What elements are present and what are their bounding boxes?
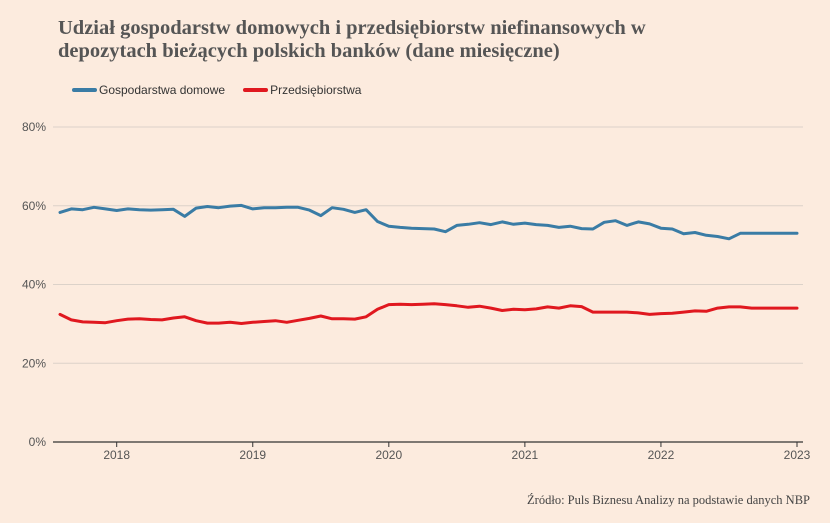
x-tick-label: 2023 <box>784 448 811 462</box>
y-tick-label: 60% <box>22 199 46 213</box>
y-tick-label: 40% <box>22 278 46 292</box>
chart-title-line-1: Udział gospodarstw domowych i przedsiębi… <box>58 17 646 39</box>
legend-label-enterprises: Przedsiębiorstwa <box>270 83 362 97</box>
series-line-households <box>58 203 799 241</box>
legend-label-households: Gospodarstwa domowe <box>99 83 226 97</box>
source-note: Źródło: Puls Biznesu Analizy na podstawi… <box>527 493 810 507</box>
y-tick-label: 20% <box>22 356 46 370</box>
x-tick-label: 2022 <box>648 448 675 462</box>
x-tick-label: 2021 <box>512 448 539 462</box>
x-tick-label: 2020 <box>375 448 402 462</box>
y-tick-label: 0% <box>29 435 47 449</box>
x-tick-label: 2018 <box>103 448 130 462</box>
x-tick-label: 2019 <box>239 448 266 462</box>
legend-item-households: Gospodarstwa domowe <box>72 83 225 97</box>
chart-title: Udział gospodarstw domowych i przedsiębi… <box>58 17 758 63</box>
chart-legend: Gospodarstwa domowe Przedsiębiorstwa <box>72 83 379 97</box>
y-tick-label: 80% <box>22 120 46 134</box>
series-line-enterprises <box>58 302 799 325</box>
legend-item-enterprises: Przedsiębiorstwa <box>243 83 361 97</box>
legend-swatch-households <box>72 88 97 92</box>
legend-swatch-enterprises <box>243 88 269 92</box>
chart-title-line-2: depozytach bieżących polskich banków (da… <box>58 40 560 62</box>
